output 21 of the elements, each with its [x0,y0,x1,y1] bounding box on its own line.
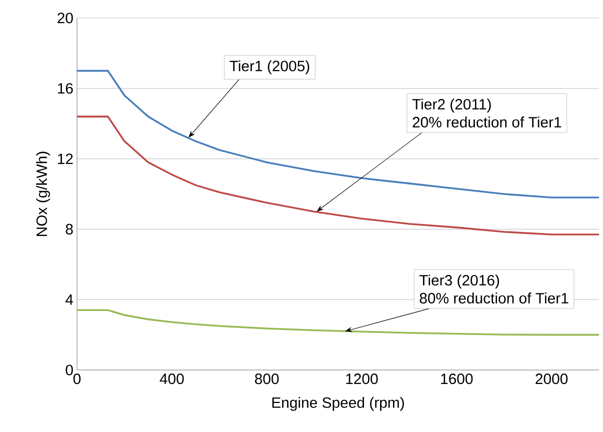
annotation: 80% reduction of Tier1 [420,292,568,304]
y-tick-label: 12 [58,154,73,164]
x-tick-label: 1200 [346,374,378,384]
y-axis-title: NOx (g/kWh) [36,152,50,236]
y-tick-label: 16 [58,83,73,94]
x-tick-label: 800 [255,374,279,384]
annotation: Tier3 (2016) [419,274,500,289]
y-tick-label: 4 [66,294,74,305]
y-tick-label: 20 [58,12,73,24]
y-tick-label: 8 [66,224,73,234]
x-tick-label: 1600 [441,374,473,384]
y-tick-label: 0 [66,364,73,376]
annotation: 20% reduction of Tier1 [412,116,562,128]
x-tick-label: 0 [73,374,81,384]
x-axis-title: Engine Speed (rpm) [272,396,404,411]
x-tick-label: 400 [160,374,184,384]
line-series [76,116,600,236]
annotation: Tier2 (2011) [412,98,491,113]
x-tick-label: 2000 [536,374,568,384]
line-series [76,309,600,336]
annotation: Tier1 (2005) [230,60,310,74]
